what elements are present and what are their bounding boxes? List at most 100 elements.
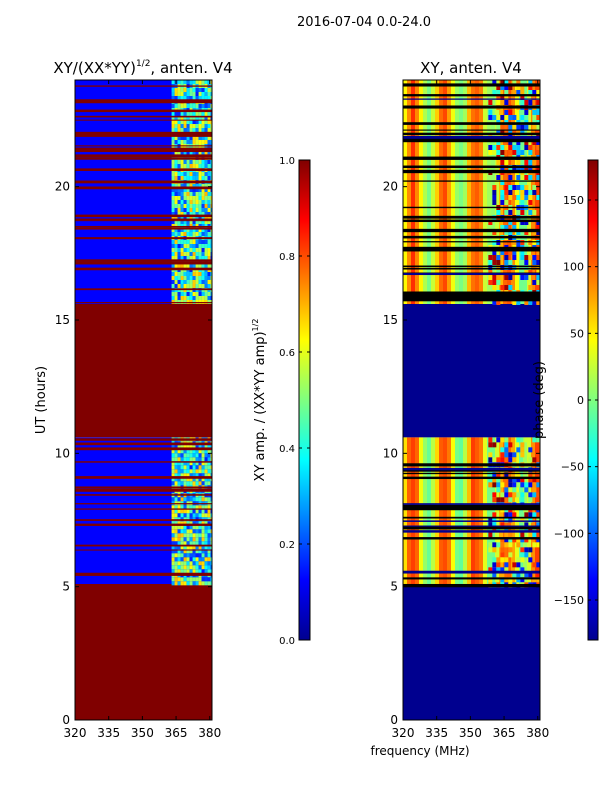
amplitude-cell [210, 152, 212, 156]
amplitude-cell [177, 256, 181, 260]
phase-cell [496, 265, 501, 270]
phase-cell [520, 547, 525, 553]
amplitude-cell [210, 581, 212, 586]
amplitude-cell [189, 497, 193, 502]
amplitude-cell [195, 200, 199, 204]
amplitude-cell [207, 284, 211, 288]
phase-flag-line [403, 463, 540, 467]
amplitude-cell [183, 569, 187, 574]
phase-cell [504, 562, 509, 568]
amplitude-cell [210, 292, 212, 296]
amplitude-cell [192, 88, 196, 92]
amplitude-cell [198, 124, 202, 128]
amplitude-cell [186, 128, 190, 132]
amplitude-cell [180, 88, 184, 92]
amplitude-cell [180, 513, 184, 518]
amplitude-cell [210, 160, 212, 164]
amplitude-cell [177, 473, 181, 478]
amplitude-cell [207, 240, 211, 244]
amplitude-cell [180, 188, 184, 192]
amplitude-cell [210, 509, 212, 514]
amplitude-cell [171, 296, 175, 300]
amplitude-cell [177, 533, 181, 538]
phase-cell [500, 150, 505, 155]
phase-flag-line [403, 169, 540, 174]
amplitude-cell [189, 204, 193, 208]
amplitude-cell [177, 204, 181, 208]
phase-cell [488, 477, 493, 483]
phase-cell [516, 482, 521, 488]
phase-flag-line [403, 525, 540, 527]
amplitude-cell [183, 216, 187, 220]
phase-cell [496, 300, 501, 305]
phase-cell [520, 195, 525, 200]
phase-cell [492, 457, 497, 463]
amplitude-cell [207, 449, 211, 454]
amplitude-cell [180, 537, 184, 542]
phase-cell [516, 125, 521, 130]
amplitude-cell [186, 541, 190, 546]
phase-cell [520, 492, 525, 498]
amplitude-cell [210, 521, 212, 526]
amplitude-cell [186, 477, 190, 482]
amplitude-cell [189, 92, 193, 96]
amplitude-cell [192, 445, 196, 450]
amplitude-cell [192, 577, 196, 582]
amplitude-cell [204, 521, 208, 526]
amplitude-cell [198, 545, 202, 550]
amplitude-cell [195, 92, 199, 96]
phase-cell [496, 562, 501, 568]
phase-band-empty [403, 584, 540, 720]
amplitude-cell [192, 256, 196, 260]
amplitude-cell [180, 280, 184, 284]
phase-cell [512, 492, 517, 498]
amplitude-cell [207, 549, 211, 554]
amplitude-cell [201, 457, 205, 462]
amplitude-flag-line [75, 109, 212, 113]
phase-cell [504, 517, 509, 523]
phase-stripe [471, 437, 475, 584]
amplitude-cell [183, 152, 187, 156]
amplitude-cell [171, 264, 175, 268]
amplitude-cell [171, 553, 175, 558]
amplitude-cell [171, 292, 175, 296]
amplitude-flag-line [75, 572, 212, 575]
phase-cell [500, 457, 505, 463]
amplitude-cell [195, 120, 199, 124]
amplitude-cell [186, 553, 190, 558]
phase-cell [504, 85, 509, 90]
phase-cell [528, 477, 533, 483]
phase-cell [508, 195, 513, 200]
amplitude-cell [195, 465, 199, 470]
phase-colorbar-tick-label: −50 [561, 461, 584, 474]
amplitude-cell [171, 481, 175, 486]
amplitude-cell [171, 541, 175, 546]
amplitude-cell [177, 188, 181, 192]
phase-cell [504, 100, 509, 105]
amplitude-cell [195, 569, 199, 574]
amplitude-colorbar-tick-label: 1.0 [279, 156, 295, 167]
amplitude-cell [192, 140, 196, 144]
amplitude-cell [183, 176, 187, 180]
amplitude-cell [174, 128, 178, 132]
amplitude-cell [207, 481, 211, 486]
amplitude-cell [204, 128, 208, 132]
amplitude-cell [195, 228, 199, 232]
amplitude-cell [180, 284, 184, 288]
amplitude-cell [177, 509, 181, 514]
phase-cell [488, 280, 493, 285]
phase-cell [512, 537, 517, 543]
amplitude-cell [189, 212, 193, 216]
amplitude-cell [201, 272, 205, 276]
phase-cell [504, 447, 509, 453]
amplitude-cell [174, 188, 178, 192]
phase-cell [508, 442, 513, 448]
amplitude-cell [198, 152, 202, 156]
amplitude-cell [201, 204, 205, 208]
amplitude-cell [183, 276, 187, 280]
amplitude-cell [201, 509, 205, 514]
amplitude-cell [204, 557, 208, 562]
phase-cell [508, 497, 513, 503]
phase-cell [512, 225, 517, 230]
phase-cell [508, 145, 513, 150]
